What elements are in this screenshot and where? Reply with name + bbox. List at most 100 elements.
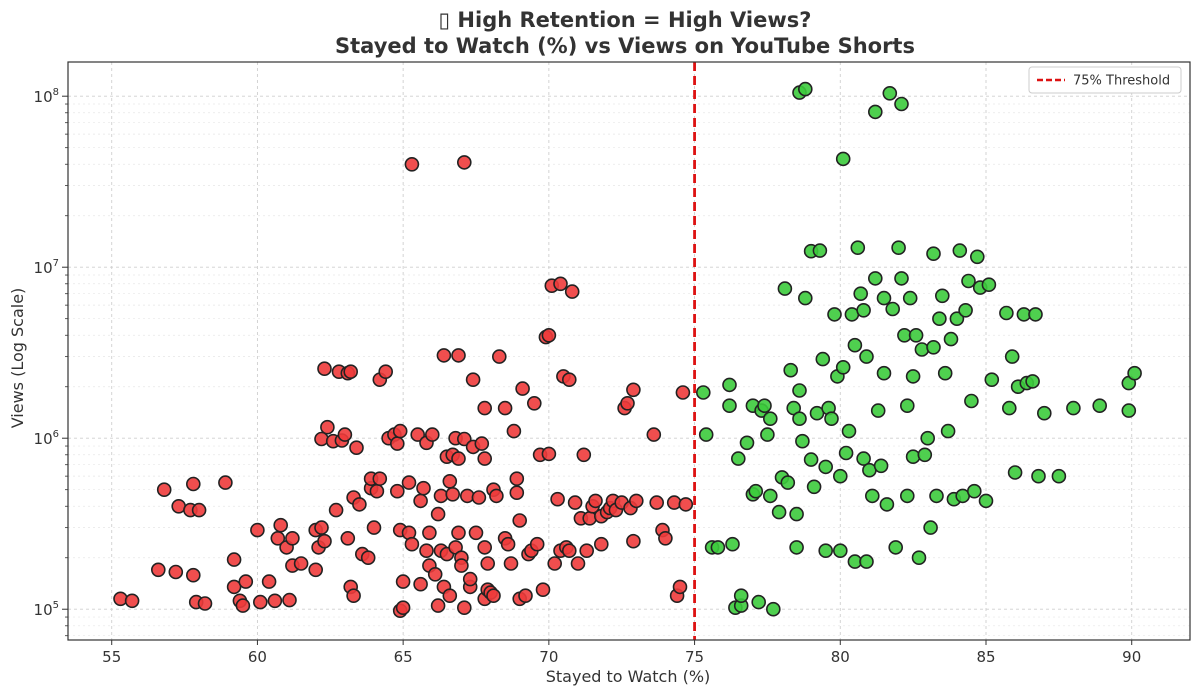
data-point-high-retention (853, 286, 869, 302)
data-point-low-retention (337, 427, 353, 442)
y-tick-label: 108 (34, 87, 59, 106)
data-point-low-retention (378, 364, 394, 380)
data-point-low-retention (451, 348, 466, 363)
data-point-low-retention (564, 284, 580, 299)
data-point-low-retention (314, 431, 329, 447)
data-point-low-retention (567, 495, 583, 510)
data-point-high-retention (899, 488, 915, 504)
data-point-high-retention (797, 81, 813, 97)
data-point-low-retention (413, 576, 428, 592)
data-point-high-retention (789, 506, 804, 522)
data-point-high-retention (885, 301, 901, 317)
data-point-high-retention (870, 403, 886, 418)
data-point-low-retention (442, 473, 458, 489)
data-point-low-retention (456, 155, 472, 170)
data-point-low-retention (506, 423, 522, 439)
data-point-high-retention (999, 305, 1014, 321)
y-axis-ticks: 105 106 107 108 (34, 87, 68, 637)
data-point-high-retention (730, 451, 746, 466)
data-point-low-retention (480, 556, 496, 571)
data-point-high-retention (937, 365, 953, 381)
data-point-high-retention (1001, 400, 1017, 416)
data-point-high-retention (835, 151, 851, 167)
x-tick-label: 85 (976, 648, 995, 666)
data-point-low-retention (646, 427, 662, 442)
data-points (113, 81, 1142, 619)
data-point-high-retention (765, 601, 781, 617)
chart-title-line2: Stayed to Watch (%) vs Views on YouTube … (335, 34, 915, 58)
data-point-high-retention (1007, 465, 1023, 480)
data-point-low-retention (252, 594, 268, 610)
data-point-high-retention (969, 249, 985, 265)
x-axis-label: Stayed to Watch (%) (546, 667, 711, 686)
data-point-high-retention (850, 240, 866, 255)
data-point-high-retention (818, 459, 834, 475)
data-point-low-retention (360, 550, 376, 566)
data-point-high-retention (710, 540, 726, 555)
data-point-low-retention (541, 327, 557, 343)
data-point-low-retention (293, 556, 309, 571)
chart-title-line1: ▯ High Retention = High Views? (439, 8, 812, 32)
data-point-low-retention (419, 543, 434, 559)
data-point-low-retention (261, 574, 277, 589)
data-point-low-retention (410, 427, 426, 442)
data-point-high-retention (762, 411, 778, 427)
data-point-low-retention (593, 536, 609, 552)
data-point-low-retention (427, 566, 443, 582)
data-point-low-retention (503, 556, 519, 571)
legend[interactable]: 75% Threshold (1028, 66, 1182, 94)
data-point-high-retention (926, 339, 941, 355)
data-point-high-retention (940, 423, 956, 439)
data-point-low-retention (395, 600, 411, 616)
data-point-high-retention (815, 351, 831, 367)
data-point-low-retention (267, 593, 283, 609)
data-point-high-retention (1127, 365, 1142, 381)
data-point-high-retention (981, 277, 997, 293)
x-tick-label: 65 (394, 648, 413, 666)
data-point-high-retention (1004, 349, 1020, 364)
data-point-high-retention (859, 349, 874, 364)
data-point-low-retention (541, 446, 557, 462)
data-point-low-retention (486, 588, 501, 604)
data-point-high-retention (966, 483, 982, 499)
data-point-high-retention (725, 536, 740, 552)
data-point-high-retention (856, 451, 871, 466)
data-point-low-retention (168, 564, 184, 580)
data-point-low-retention (526, 395, 542, 411)
data-point-high-retention (780, 475, 796, 490)
data-point-high-retention (1028, 307, 1043, 322)
data-point-high-retention (888, 540, 904, 555)
data-point-low-retention (273, 517, 289, 533)
data-point-low-retention (285, 530, 300, 546)
data-point-high-retention (695, 385, 711, 400)
y-axis-label: Views (Log Scale) (8, 288, 27, 429)
data-point-low-retention (456, 600, 472, 616)
data-point-low-retention (477, 451, 493, 466)
data-point-low-retention (509, 471, 525, 487)
data-point-high-retention (879, 497, 895, 512)
data-point-high-retention (760, 427, 775, 442)
data-point-low-retention (395, 574, 411, 589)
data-point-low-retention (156, 482, 172, 498)
data-point-high-retention (838, 445, 854, 461)
data-point-low-retention (579, 543, 595, 559)
data-point-low-retention (404, 536, 420, 552)
data-point-low-retention (628, 493, 644, 509)
data-point-low-retention (235, 598, 251, 613)
data-point-low-retention (413, 493, 428, 509)
data-point-low-retention (489, 488, 504, 504)
data-point-low-retention (349, 440, 364, 456)
x-tick-label: 80 (831, 648, 850, 666)
data-point-low-retention (317, 361, 332, 377)
data-point-high-retention (867, 271, 883, 286)
data-point-high-retention (812, 243, 828, 258)
data-point-low-retention (465, 372, 481, 388)
data-point-low-retention (404, 157, 420, 172)
data-point-high-retention (905, 369, 921, 384)
data-point-high-retention (876, 365, 892, 381)
data-point-high-retention (882, 86, 898, 101)
x-tick-label: 75 (685, 648, 704, 666)
data-point-high-retention (934, 288, 950, 304)
data-point-high-retention (899, 398, 915, 414)
data-point-low-retention (451, 525, 466, 541)
